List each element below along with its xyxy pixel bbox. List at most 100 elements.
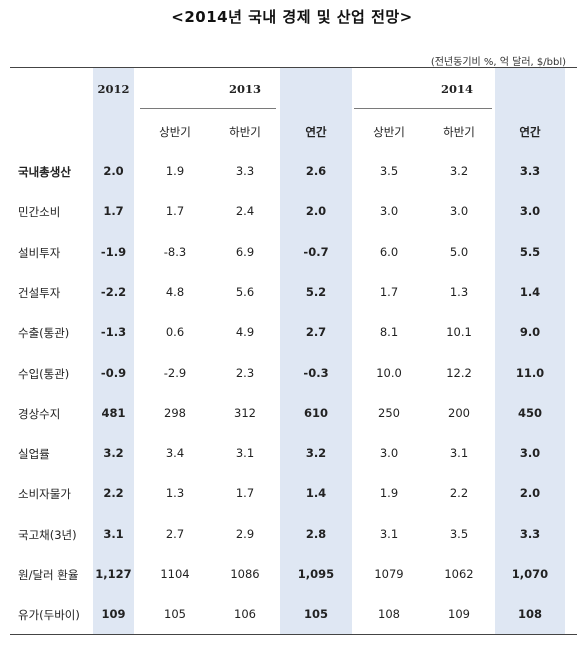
table-cell: 5.5 bbox=[519, 245, 541, 259]
table-cell: 1079 bbox=[374, 567, 404, 581]
table-cell: 3.1 bbox=[103, 527, 124, 541]
subheader-2013-h2: 하반기 bbox=[229, 125, 261, 139]
row-label: 국고채(3년) bbox=[18, 528, 77, 542]
table-bottom-rule bbox=[10, 634, 577, 635]
table-cell: -0.7 bbox=[303, 245, 329, 259]
header-2014-underline bbox=[354, 108, 492, 109]
table-cell: 4.9 bbox=[235, 325, 255, 339]
table-cell: 2.9 bbox=[235, 527, 255, 541]
table-cell: 1.7 bbox=[103, 204, 124, 218]
table-cell: 250 bbox=[378, 406, 400, 420]
table-cell: -2.2 bbox=[100, 285, 127, 299]
table-cell: 5.0 bbox=[449, 245, 469, 259]
table-cell: 2.3 bbox=[235, 366, 255, 380]
table-cell: 1.7 bbox=[379, 285, 399, 299]
table-cell: 1.3 bbox=[165, 486, 185, 500]
table-cell: 610 bbox=[303, 406, 328, 420]
table-cell: 1,095 bbox=[297, 567, 335, 581]
table-cell: 1.7 bbox=[165, 204, 185, 218]
table-cell: 3.0 bbox=[379, 446, 399, 460]
table-cell: 2.4 bbox=[235, 204, 255, 218]
table-cell: 3.3 bbox=[235, 164, 255, 178]
subheader-2014-annual: 연간 bbox=[519, 125, 541, 139]
table-cell: 3.5 bbox=[449, 527, 469, 541]
header-2013: 2013 bbox=[228, 82, 261, 96]
table-cell: 12.2 bbox=[446, 366, 472, 380]
table-cell: 11.0 bbox=[515, 366, 545, 380]
table-cell: 200 bbox=[448, 406, 470, 420]
table-cell: 6.0 bbox=[379, 245, 399, 259]
table-cell: 1062 bbox=[444, 567, 474, 581]
table-cell: 5.2 bbox=[305, 285, 327, 299]
row-label: 국내총생산 bbox=[18, 165, 71, 179]
table-cell: 2.0 bbox=[103, 164, 124, 178]
table-cell: 10.0 bbox=[376, 366, 402, 380]
table-cell: 3.2 bbox=[305, 446, 327, 460]
table-cell: 1.7 bbox=[235, 486, 255, 500]
table-cell: 2.7 bbox=[305, 325, 327, 339]
row-label: 경상수지 bbox=[18, 407, 61, 421]
table-cell: 3.0 bbox=[449, 204, 469, 218]
table-cell: 4.8 bbox=[165, 285, 185, 299]
table-cell: 6.9 bbox=[235, 245, 255, 259]
row-label: 수출(통관) bbox=[18, 326, 70, 340]
table-cell: 1.4 bbox=[305, 486, 327, 500]
table-cell: 8.1 bbox=[379, 325, 399, 339]
table-cell: 481 bbox=[101, 406, 126, 420]
row-label: 실업률 bbox=[18, 447, 50, 461]
table-cell: 3.0 bbox=[519, 204, 541, 218]
table-cell: 3.0 bbox=[379, 204, 399, 218]
table-cell: 108 bbox=[517, 607, 542, 621]
table-cell: 5.6 bbox=[235, 285, 255, 299]
table-cell: 3.5 bbox=[379, 164, 399, 178]
table-cell: 108 bbox=[378, 607, 400, 621]
table-cell: 2.0 bbox=[305, 204, 327, 218]
table-cell: 3.3 bbox=[519, 527, 541, 541]
table-cell: 105 bbox=[164, 607, 186, 621]
table-cell: 3.0 bbox=[519, 446, 541, 460]
table-cell: -1.9 bbox=[100, 245, 127, 259]
table-cell: 1.9 bbox=[165, 164, 185, 178]
table-cell: 298 bbox=[164, 406, 186, 420]
table-cell: 1,127 bbox=[95, 567, 132, 581]
table-cell: 3.2 bbox=[449, 164, 469, 178]
table-cell: 312 bbox=[234, 406, 256, 420]
table-cell: 3.4 bbox=[165, 446, 185, 460]
table-cell: 1.4 bbox=[519, 285, 541, 299]
table-cell: 105 bbox=[303, 607, 328, 621]
table-cell: 3.1 bbox=[379, 527, 399, 541]
table-cell: 10.1 bbox=[446, 325, 472, 339]
table-cell: 1086 bbox=[230, 567, 260, 581]
table-cell: -1.3 bbox=[100, 325, 127, 339]
table-cell: 1.9 bbox=[379, 486, 399, 500]
table-cell: -0.3 bbox=[303, 366, 329, 380]
subheader-2013-annual: 연간 bbox=[305, 125, 327, 139]
table-cell: 1.3 bbox=[449, 285, 469, 299]
table-cell: 2.0 bbox=[519, 486, 541, 500]
table-cell: 1104 bbox=[160, 567, 190, 581]
table-cell: 2.8 bbox=[305, 527, 327, 541]
unit-note: (전년동기비 %, 억 달러, $/bbl) bbox=[430, 57, 566, 68]
row-label: 수입(통관) bbox=[18, 367, 70, 381]
row-label: 소비자물가 bbox=[18, 487, 71, 501]
header-2012: 2012 bbox=[97, 82, 130, 96]
row-label: 원/달러 환율 bbox=[18, 568, 79, 582]
shade-2012 bbox=[93, 68, 134, 634]
subheader-2014-h1: 상반기 bbox=[373, 125, 405, 139]
table-cell: 450 bbox=[517, 406, 542, 420]
table-cell: 2.2 bbox=[449, 486, 469, 500]
table-cell: 3.1 bbox=[449, 446, 469, 460]
shade-2013-annual bbox=[280, 68, 352, 634]
table-cell: -0.9 bbox=[100, 366, 127, 380]
page-title: <2014년 국내 경제 및 산업 전망> bbox=[171, 8, 413, 26]
table-cell: 9.0 bbox=[519, 325, 541, 339]
row-label: 건설투자 bbox=[18, 286, 61, 300]
header-2013-underline bbox=[140, 108, 276, 109]
table-cell: -8.3 bbox=[163, 245, 187, 259]
table-cell: 3.2 bbox=[103, 446, 124, 460]
table-cell: 3.3 bbox=[519, 164, 541, 178]
table-cell: 109 bbox=[448, 607, 470, 621]
table-cell: 106 bbox=[234, 607, 256, 621]
table-cell: 2.2 bbox=[103, 486, 124, 500]
table-cell: 109 bbox=[101, 607, 126, 621]
